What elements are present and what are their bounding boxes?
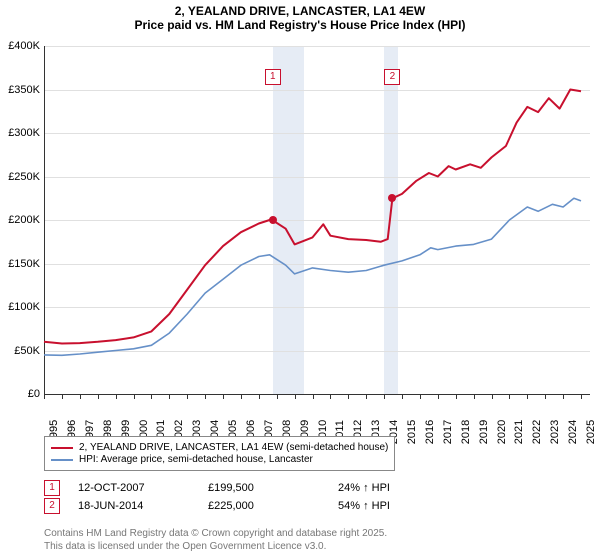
chart-title-line2: Price paid vs. HM Land Registry's House …: [0, 18, 600, 32]
x-axis-label: 2023: [549, 420, 561, 444]
credit-line1: Contains HM Land Registry data © Crown c…: [44, 528, 387, 541]
axis-line: [44, 394, 590, 395]
transactions-table: 1 12-OCT-2007£199,50024% ↑ HPI 2 18-JUN-201…: [44, 478, 468, 516]
legend-label: HPI: Average price, semi-detached house,…: [79, 454, 313, 465]
chart-svg: [44, 46, 590, 394]
legend-item: 2, YEALAND DRIVE, LANCASTER, LA1 4EW (se…: [51, 442, 388, 453]
x-axis-label: 2024: [567, 420, 579, 444]
transaction-delta: 54% ↑ HPI: [338, 500, 468, 512]
transaction-date: 18-JUN-2014: [78, 500, 208, 512]
x-axis-label: 2020: [496, 420, 508, 444]
series-price_paid: [44, 90, 581, 344]
x-axis-label: 2016: [424, 420, 436, 444]
y-axis-label: £150K: [0, 258, 40, 270]
legend-item: HPI: Average price, semi-detached house,…: [51, 454, 388, 465]
transaction-price: £225,000: [208, 500, 338, 512]
chart-title-line1: 2, YEALAND DRIVE, LANCASTER, LA1 4EW: [0, 4, 600, 18]
transaction-index: 1: [44, 480, 60, 496]
transaction-index: 2: [44, 498, 60, 514]
legend-swatch: [51, 447, 73, 449]
x-axis-label: 2018: [460, 420, 472, 444]
y-axis-label: £350K: [0, 84, 40, 96]
transaction-price: £199,500: [208, 482, 338, 494]
legend-label: 2, YEALAND DRIVE, LANCASTER, LA1 4EW (se…: [79, 442, 388, 453]
x-axis-label: 2017: [442, 420, 454, 444]
transaction-row: 1 12-OCT-2007£199,50024% ↑ HPI: [44, 480, 468, 496]
y-axis-label: £100K: [0, 301, 40, 313]
x-axis-label: 2021: [513, 420, 525, 444]
x-axis-label: 2022: [531, 420, 543, 444]
price-marker: [388, 194, 396, 202]
transaction-date: 12-OCT-2007: [78, 482, 208, 494]
y-axis-label: £250K: [0, 171, 40, 183]
transaction-row: 2 18-JUN-2014£225,00054% ↑ HPI: [44, 498, 468, 514]
x-axis-label: 2019: [478, 420, 490, 444]
chart-legend: 2, YEALAND DRIVE, LANCASTER, LA1 4EW (se…: [44, 436, 395, 471]
legend-swatch: [51, 459, 73, 461]
y-axis-label: £50K: [0, 345, 40, 357]
x-axis-label: 2015: [406, 420, 418, 444]
x-axis-label: 2025: [585, 420, 597, 444]
series-hpi: [44, 198, 581, 355]
y-axis-label: £0: [0, 388, 40, 400]
credit-text: Contains HM Land Registry data © Crown c…: [44, 528, 387, 553]
credit-line2: This data is licensed under the Open Gov…: [44, 541, 387, 554]
y-axis-label: £400K: [0, 40, 40, 52]
price-marker: [269, 216, 277, 224]
annotation-1: 1: [265, 69, 281, 85]
price-chart: £0£50K£100K£150K£200K£250K£300K£350K£400…: [44, 46, 590, 394]
annotation-2: 2: [384, 69, 400, 85]
y-axis-label: £300K: [0, 127, 40, 139]
y-axis-label: £200K: [0, 214, 40, 226]
transaction-delta: 24% ↑ HPI: [338, 482, 468, 494]
